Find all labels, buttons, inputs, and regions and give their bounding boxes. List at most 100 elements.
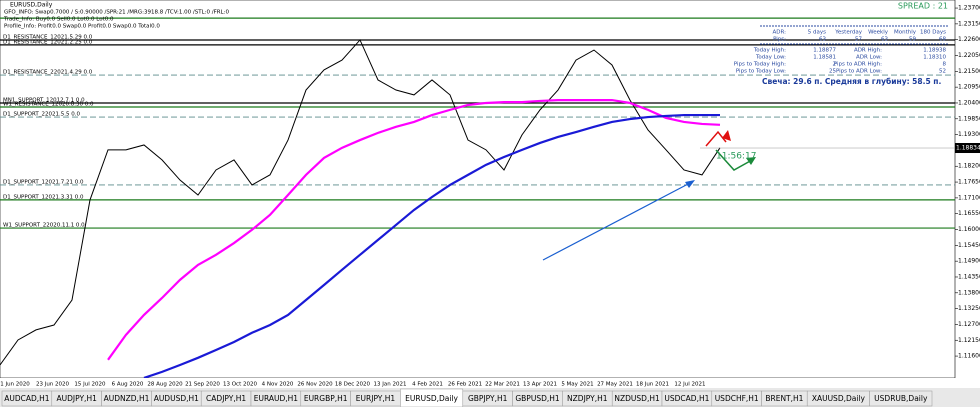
tab-label[interactable]: EURAUD,H1 bbox=[254, 394, 299, 403]
arrow-up bbox=[705, 130, 727, 147]
level-label: D1_SUPPORT_22021.5.5 0.0 bbox=[3, 112, 80, 118]
tab-label[interactable]: XAUUSD,Daily bbox=[812, 394, 866, 403]
stats-cell: 68 bbox=[939, 37, 946, 43]
plot-area bbox=[0, 0, 956, 379]
tab-label[interactable]: AUDJPY,H1 bbox=[57, 394, 98, 403]
x-tick-label: 5 May 2021 bbox=[561, 382, 593, 388]
price-line bbox=[0, 39, 721, 366]
y-tick-label: 1.15450 bbox=[958, 242, 980, 249]
tab-label[interactable]: EURJPY,H1 bbox=[356, 394, 396, 403]
level-label: D1_RESISTANCE_22021.4.29 0.0 bbox=[3, 70, 93, 76]
stats-cell: 52 bbox=[939, 69, 946, 75]
tab-label[interactable]: AUDNZD,H1 bbox=[104, 394, 150, 403]
tab-label[interactable]: USDRUB,Daily bbox=[874, 394, 928, 403]
arrow-head bbox=[722, 130, 731, 141]
timer: 11:56:17 bbox=[716, 152, 756, 162]
y-tick-label: 1.14350 bbox=[958, 273, 980, 280]
stats-cell: ADR Low: bbox=[856, 55, 882, 61]
y-tick-label: 1.23700 bbox=[958, 5, 980, 12]
x-tick-label: 15 Jul 2020 bbox=[74, 382, 106, 388]
y-tick-label: 1.21500 bbox=[958, 68, 980, 75]
tab-label[interactable]: USDCAD,H1 bbox=[664, 394, 709, 403]
tab-label[interactable]: CADJPY,H1 bbox=[206, 394, 246, 403]
x-tick-label: 18 Dec 2020 bbox=[335, 382, 371, 388]
stats-cell: 5 days bbox=[808, 30, 826, 36]
x-tick-label: 22 Mar 2021 bbox=[485, 382, 520, 388]
tab[interactable] bbox=[869, 390, 933, 407]
price-tag-label: 1.18834 bbox=[956, 145, 980, 152]
level-label: W1_SUPPORT_22020.11.1 0.0 bbox=[3, 223, 85, 229]
x-tick-label: 21 Sep 2020 bbox=[185, 382, 220, 388]
stats-cell: 25 bbox=[829, 69, 836, 75]
stats-cell: 1.18938 bbox=[923, 48, 946, 54]
plot: D1_RESISTANCE_12021.5.29 0.0D1_RESISTANC… bbox=[0, 17, 955, 378]
tab-label[interactable]: EURUSD,Daily bbox=[405, 394, 458, 403]
x-tick-label: 27 May 2021 bbox=[597, 382, 633, 388]
tab-label[interactable]: EURGBP,H1 bbox=[304, 394, 348, 403]
spread: SPREAD : 21 bbox=[898, 2, 948, 11]
y-tick-label: 1.12150 bbox=[958, 337, 980, 344]
x-tick-label: 18 Jun 2021 bbox=[636, 382, 669, 388]
y-tick-label: 1.13250 bbox=[958, 305, 980, 312]
stats-cell: Pips to Today Low: bbox=[736, 69, 786, 75]
x-tick-label: 12 Jul 2021 bbox=[674, 382, 705, 388]
stats-cell: 2 bbox=[833, 62, 837, 68]
x-tick-label: 13 Jan 2021 bbox=[374, 382, 407, 388]
x-tick-label: 4 Feb 2021 bbox=[412, 382, 443, 388]
stats-cell: ADR High: bbox=[854, 48, 882, 54]
stats-cell: Pips: bbox=[773, 37, 786, 43]
tab-label[interactable]: GBPUSD,H1 bbox=[515, 394, 560, 403]
tab-label[interactable]: BRENT,H1 bbox=[765, 394, 803, 403]
level-label: D1_RESISTANCE_12021.2.25 0.0 bbox=[3, 39, 93, 45]
tab-label[interactable]: AUDCAD,H1 bbox=[4, 394, 50, 403]
y-tick-label: 1.13800 bbox=[958, 289, 980, 296]
stats-cell: Yesterday bbox=[834, 30, 862, 36]
tab-label[interactable]: USDCHF,H1 bbox=[715, 394, 759, 403]
tab-label[interactable]: NZDJPY,H1 bbox=[567, 394, 608, 403]
stats-cell: 59 bbox=[909, 37, 916, 43]
tab-label[interactable]: NZDUSD,H1 bbox=[614, 394, 660, 403]
stats-cell: 180 Days bbox=[920, 30, 946, 36]
price-line bbox=[107, 98, 721, 361]
y-tick-label: 1.22050 bbox=[958, 52, 980, 59]
x-tick-label: 13 Apr 2021 bbox=[523, 382, 557, 388]
price-tag bbox=[955, 143, 980, 154]
tab-label[interactable]: GBPJPY,H1 bbox=[468, 394, 508, 403]
stats-cell: ADR: bbox=[772, 30, 786, 36]
y-tick-label: 1.17650 bbox=[958, 179, 980, 186]
info-line: Trade_Info: Buy0.0 Sell0.0 Lot0.0 Lot0.0 bbox=[3, 17, 114, 23]
level-label: D1_RESISTANCE_12021.5.29 0.0 bbox=[3, 34, 93, 40]
x-tick-label: 26 Feb 2021 bbox=[448, 382, 482, 388]
x-tick-label: 4 Nov 2020 bbox=[262, 382, 294, 388]
y-tick-label: 1.14900 bbox=[958, 258, 980, 265]
arrow-head bbox=[685, 180, 695, 188]
x-tick-label: 26 Nov 2020 bbox=[297, 382, 333, 388]
price-line bbox=[143, 113, 720, 378]
level-label: D1_SUPPORT_12021.7.21 0.0 bbox=[3, 179, 84, 185]
date-band bbox=[0, 378, 980, 388]
tab-label[interactable]: AUDUSD,H1 bbox=[154, 394, 199, 403]
y-tick-label: 1.18200 bbox=[958, 163, 980, 170]
x-tick-label: 6 Aug 2020 bbox=[112, 382, 144, 388]
stats-cell: 57 bbox=[855, 37, 862, 43]
y-tick-label: 1.17100 bbox=[958, 194, 980, 201]
info-line: Profile_Info: Profit0.0 Swap0.0 Profit0.… bbox=[4, 24, 160, 30]
y-tick-label: 1.19850 bbox=[958, 115, 980, 122]
y-tick-label: 1.12700 bbox=[958, 321, 980, 328]
stats-cell: Today High: bbox=[753, 48, 786, 54]
stats-cell: 1.18310 bbox=[923, 55, 946, 61]
y-tick-label: 1.22600 bbox=[958, 36, 980, 43]
arrow-head bbox=[746, 157, 756, 165]
info-line: GFO_INFO: Swap0.7000 / S:0.90000 /SPR:21… bbox=[4, 10, 229, 16]
symbol: EURUSD,Daily bbox=[10, 2, 53, 9]
stats-cell: 1.18877 bbox=[813, 48, 836, 54]
y-tick-label: 1.20400 bbox=[958, 99, 980, 106]
x-tick-label: 13 Oct 2020 bbox=[223, 382, 258, 388]
y-tick-label: 1.23150 bbox=[958, 20, 980, 27]
stats-cell: 1.18581 bbox=[813, 55, 836, 61]
arrow-down bbox=[715, 149, 753, 171]
stats-cell: Monthly bbox=[894, 30, 917, 36]
level-label: W1_RESISTANCE_12020.8.30 0.0 bbox=[3, 101, 94, 107]
stats-cell: Today Low: bbox=[755, 55, 786, 61]
